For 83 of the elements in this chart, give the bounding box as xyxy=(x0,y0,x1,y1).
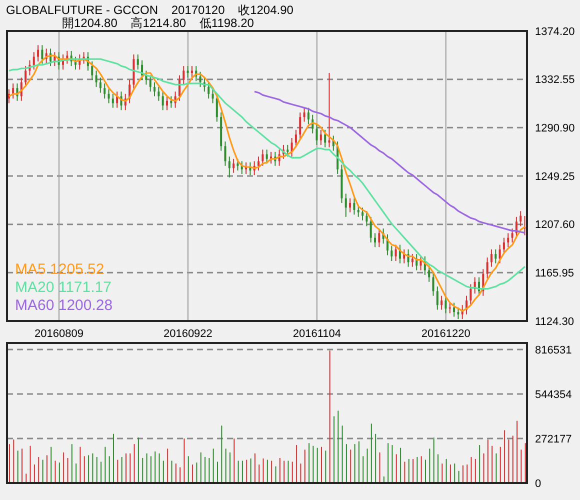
candlestick xyxy=(228,156,230,178)
candlestick xyxy=(303,107,306,122)
candlestick xyxy=(344,193,347,218)
candlestick xyxy=(41,44,44,64)
candlestick xyxy=(266,149,268,164)
candlestick xyxy=(32,52,35,70)
y-tick-label: 0 xyxy=(535,478,542,490)
candlestick xyxy=(374,232,376,248)
candlestick xyxy=(154,82,156,97)
y-tick-label: 1165.95 xyxy=(535,268,574,280)
candlestick xyxy=(444,295,447,314)
text: MA20 1171.17 xyxy=(15,279,112,297)
candlestick xyxy=(199,71,202,88)
candlestick xyxy=(299,112,302,140)
line-series xyxy=(254,90,526,234)
candlestick xyxy=(262,149,264,166)
candlestick xyxy=(436,286,438,310)
candlestick xyxy=(511,228,514,243)
y-tick-label: 1374.20 xyxy=(535,26,575,38)
chart-subtitle: 開1204.80 高1214.80 低1198.20 xyxy=(62,16,254,32)
candlestick xyxy=(349,198,352,213)
x-tick-label: 20160922 xyxy=(163,328,212,340)
candlestick xyxy=(490,248,492,268)
candlestick xyxy=(366,210,368,227)
candlestick xyxy=(440,295,443,310)
y-tick-label: 272177 xyxy=(535,433,572,446)
candlestick xyxy=(136,54,139,70)
candlestick xyxy=(208,82,210,100)
y-tick-label: 1290.90 xyxy=(535,122,575,135)
candlestick xyxy=(182,66,185,86)
candlestick xyxy=(166,96,168,111)
candlestick xyxy=(112,93,114,108)
candlestick xyxy=(95,70,98,88)
candlestick xyxy=(37,44,40,62)
candlestick xyxy=(324,129,326,148)
x-tick-label: 20161104 xyxy=(292,328,341,340)
candlestick xyxy=(420,256,422,271)
text: MA60 1200.28 xyxy=(15,297,113,315)
candlestick xyxy=(212,88,214,104)
candlestick xyxy=(258,156,260,171)
candlestick xyxy=(320,129,322,146)
candlestick xyxy=(486,257,488,279)
candlestick xyxy=(162,91,164,111)
candlestick xyxy=(390,245,393,262)
candlestick xyxy=(108,88,110,104)
y-tick-label: 1207.60 xyxy=(535,219,575,232)
candlestick xyxy=(353,198,356,216)
candlestick xyxy=(432,272,434,296)
candlestick xyxy=(378,228,380,248)
chart-title: GLOBALFUTURE - GCCON 20170120 收1204.90 xyxy=(6,2,294,17)
candlestick xyxy=(428,265,430,282)
y-tick-label: 1249.25 xyxy=(535,170,575,183)
x-tick-label: 20161220 xyxy=(421,328,470,340)
y-tick-label: 1124.30 xyxy=(535,316,574,328)
candlestick xyxy=(149,74,152,92)
candlestick xyxy=(190,66,193,78)
candlestick xyxy=(99,77,102,94)
candlestick xyxy=(394,244,397,262)
candlestick xyxy=(411,254,414,268)
candlestick xyxy=(316,124,318,146)
y-tick-label: 1332.55 xyxy=(535,74,575,86)
candlestick xyxy=(294,129,297,148)
candlestick xyxy=(494,248,497,264)
candlestick xyxy=(224,140,226,166)
text: MA5 1205.52 xyxy=(15,261,106,279)
y-tick-label: 544354 xyxy=(535,388,572,401)
candlestick xyxy=(498,244,501,264)
candlestick xyxy=(470,284,472,306)
candlestick xyxy=(307,107,310,125)
y-tick-label: 816531 xyxy=(535,344,572,356)
candlestick xyxy=(453,302,456,318)
x-tick-label: 20160809 xyxy=(34,328,84,340)
candlestick xyxy=(91,60,94,80)
candlestick xyxy=(158,86,160,102)
candlestick xyxy=(186,66,189,78)
candlestick xyxy=(520,210,522,227)
candlestick xyxy=(507,232,510,248)
candlestick xyxy=(24,66,27,88)
candlestick xyxy=(286,144,289,158)
candlestick xyxy=(104,82,106,100)
candlestick xyxy=(232,158,235,174)
candlestick xyxy=(502,237,505,255)
candlestick xyxy=(370,216,372,243)
